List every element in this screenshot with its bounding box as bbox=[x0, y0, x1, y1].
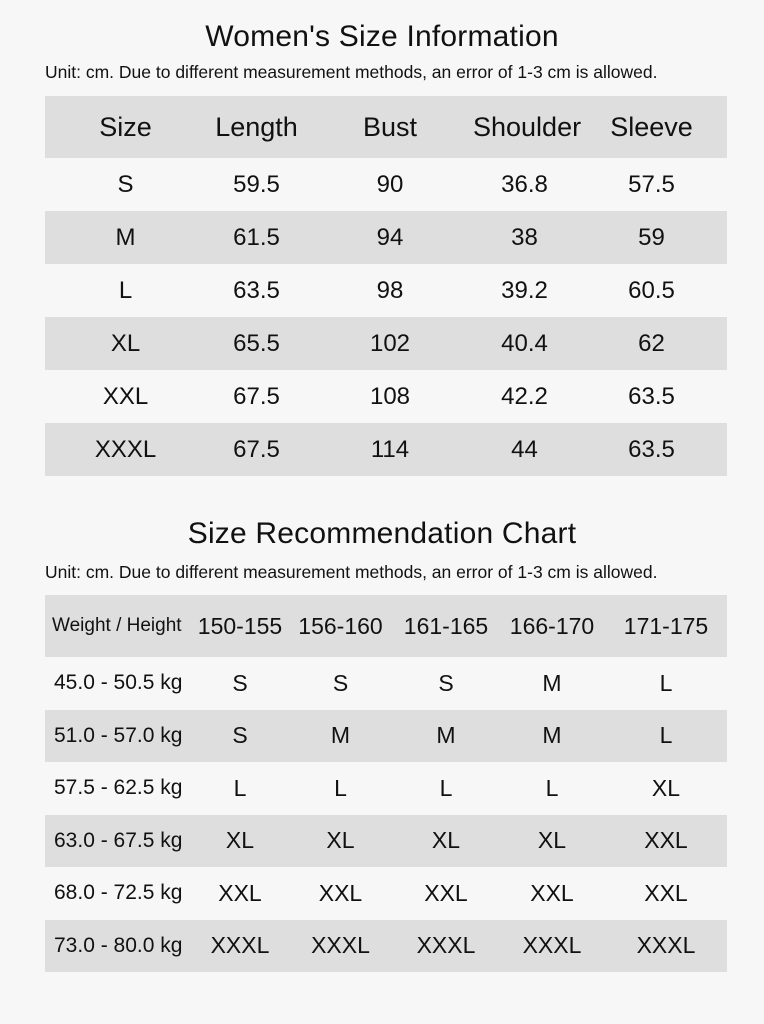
size-info-unit-note: Unit: cm. Due to different measurement m… bbox=[45, 62, 658, 82]
table-row: XXL 67.5 108 42.2 63.5 bbox=[45, 370, 727, 423]
table-row: XXXL 67.5 114 44 63.5 bbox=[45, 423, 727, 476]
table-cell: XXXL bbox=[288, 919, 393, 972]
table-cell: XXL bbox=[102, 382, 149, 410]
table-cell: 59.5 bbox=[233, 170, 280, 198]
table-cell: 63.5 bbox=[233, 276, 280, 304]
table-cell: S bbox=[192, 709, 288, 762]
table-cell: M bbox=[542, 669, 562, 696]
table-cell: S bbox=[332, 669, 349, 696]
table-cell: XXL bbox=[318, 879, 363, 906]
table-cell: S bbox=[438, 669, 454, 696]
row-label: 63.0 - 67.5 kg bbox=[45, 814, 192, 867]
table-cell: XL bbox=[45, 317, 206, 370]
table-cell: XL bbox=[499, 814, 605, 867]
row-label: 45.0 - 50.5 kg bbox=[54, 671, 183, 695]
table-row: S 59.5 90 36.8 57.5 bbox=[45, 158, 727, 211]
table-cell: L bbox=[334, 774, 347, 801]
column-header: Shoulder bbox=[473, 96, 581, 158]
table-cell: 90 bbox=[376, 170, 404, 198]
column-header: Sleeve bbox=[576, 96, 727, 158]
table-cell: 39.2 bbox=[501, 276, 548, 304]
row-label: 68.0 - 72.5 kg bbox=[54, 881, 183, 905]
table-row: M 61.5 94 38 59 bbox=[45, 211, 727, 264]
table-cell: L bbox=[659, 669, 673, 696]
table-cell: XL bbox=[192, 814, 288, 867]
table-cell: XXXL bbox=[605, 919, 727, 972]
table-cell: L bbox=[605, 709, 727, 762]
table-cell: 38 bbox=[473, 211, 576, 264]
table-cell: XXL bbox=[605, 814, 727, 867]
column-header: 171-175 bbox=[605, 595, 727, 657]
table-cell: XXL bbox=[424, 879, 468, 906]
table-cell: XXL bbox=[644, 879, 688, 906]
size-info-header-row: Size Length Bust Shoulder Sleeve bbox=[45, 96, 727, 158]
recommendation-unit-note: Unit: cm. Due to different measurement m… bbox=[45, 562, 658, 582]
table-cell: 40.4 bbox=[473, 317, 576, 370]
table-cell: XXXL bbox=[499, 919, 605, 972]
table-cell: 94 bbox=[307, 211, 473, 264]
recommendation-table: Weight / Height 150-155 156-160 161-165 … bbox=[45, 595, 727, 972]
column-header: 150-155 bbox=[192, 595, 288, 657]
table-row: 73.0 - 80.0 kg XXXL XXXL XXXL XXXL XXXL bbox=[45, 919, 727, 972]
table-cell: 114 bbox=[307, 423, 473, 476]
table-cell: 102 bbox=[307, 317, 473, 370]
size-info-title: Women's Size Information bbox=[205, 20, 559, 53]
size-info-table: Size Length Bust Shoulder Sleeve S 59.5 … bbox=[45, 96, 727, 476]
table-row: 45.0 - 50.5 kg S S S M L bbox=[45, 657, 727, 710]
recommendation-header-row: Weight / Height 150-155 156-160 161-165 … bbox=[45, 595, 727, 657]
recommendation-title: Size Recommendation Chart bbox=[187, 517, 577, 550]
table-row: 68.0 - 72.5 kg XXL XXL XXL XXL XXL bbox=[45, 867, 727, 920]
table-cell: L bbox=[118, 276, 133, 304]
table-cell: M bbox=[288, 709, 393, 762]
column-header: Size bbox=[45, 96, 206, 158]
table-cell: M bbox=[499, 709, 605, 762]
table-cell: 44 bbox=[473, 423, 576, 476]
column-header: Length bbox=[206, 96, 307, 158]
table-cell: 57.5 bbox=[628, 170, 675, 198]
table-cell: L bbox=[545, 774, 559, 801]
table-row: L 63.5 98 39.2 60.5 bbox=[45, 264, 727, 317]
table-cell: 36.8 bbox=[501, 170, 548, 198]
table-row: 51.0 - 57.0 kg S M M M L bbox=[45, 709, 727, 762]
column-header: 166-170 bbox=[499, 595, 605, 657]
table-cell: 60.5 bbox=[628, 276, 675, 304]
table-cell: XXL bbox=[530, 879, 574, 906]
table-cell: M bbox=[393, 709, 499, 762]
table-cell: 98 bbox=[376, 276, 404, 304]
column-header: Bust bbox=[307, 96, 473, 158]
table-cell: L bbox=[439, 774, 453, 801]
table-cell: 65.5 bbox=[206, 317, 307, 370]
table-cell: S bbox=[117, 170, 134, 198]
table-cell: L bbox=[233, 774, 247, 801]
column-header: Weight / Height bbox=[45, 595, 192, 657]
table-cell: 42.2 bbox=[501, 382, 548, 410]
column-header: 156-160 bbox=[288, 595, 393, 657]
table-cell: XL bbox=[288, 814, 393, 867]
table-cell: S bbox=[232, 669, 248, 696]
table-row: XL 65.5 102 40.4 62 bbox=[45, 317, 727, 370]
table-cell: 59 bbox=[576, 211, 727, 264]
table-cell: 108 bbox=[369, 382, 411, 410]
table-cell: 63.5 bbox=[576, 423, 727, 476]
table-cell: M bbox=[45, 211, 206, 264]
column-header: 161-165 bbox=[393, 595, 499, 657]
table-row: 63.0 - 67.5 kg XL XL XL XL XXL bbox=[45, 814, 727, 867]
table-cell: XL bbox=[393, 814, 499, 867]
row-label: 73.0 - 80.0 kg bbox=[45, 919, 192, 972]
row-label: 51.0 - 57.0 kg bbox=[45, 709, 192, 762]
table-cell: 67.5 bbox=[206, 423, 307, 476]
table-cell: 63.5 bbox=[628, 382, 675, 410]
table-cell: XXL bbox=[218, 879, 262, 906]
table-cell: XXXL bbox=[192, 919, 288, 972]
table-row: 57.5 - 62.5 kg L L L L XL bbox=[45, 762, 727, 815]
table-cell: XL bbox=[651, 774, 681, 801]
row-label: 57.5 - 62.5 kg bbox=[54, 776, 183, 800]
table-cell: 62 bbox=[576, 317, 727, 370]
table-cell: XXXL bbox=[393, 919, 499, 972]
table-cell: 67.5 bbox=[233, 382, 280, 410]
table-cell: 61.5 bbox=[206, 211, 307, 264]
table-cell: XXXL bbox=[45, 423, 206, 476]
